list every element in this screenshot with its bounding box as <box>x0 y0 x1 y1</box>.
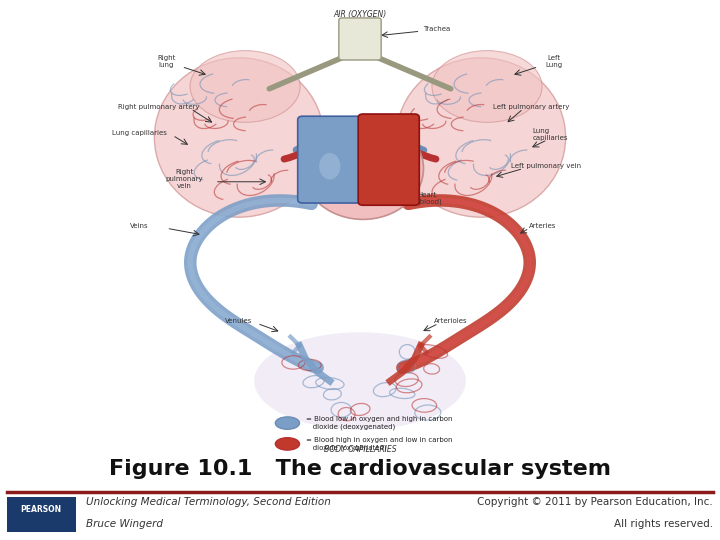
Text: BODY CAPILLARIES: BODY CAPILLARIES <box>324 445 396 454</box>
Text: All rights reserved.: All rights reserved. <box>613 519 713 529</box>
Text: Lung
capillaries: Lung capillaries <box>532 127 568 141</box>
Text: Left pulmonary vein: Left pulmonary vein <box>511 164 581 170</box>
Text: Lung capillaries: Lung capillaries <box>112 130 167 136</box>
Ellipse shape <box>154 58 324 217</box>
Text: = Blood high in oxygen and low in carbon
   dioxide (oxygenated): = Blood high in oxygen and low in carbon… <box>305 437 452 451</box>
FancyBboxPatch shape <box>339 18 381 60</box>
Ellipse shape <box>396 58 566 217</box>
Ellipse shape <box>302 118 423 219</box>
Text: Right pulmonary artery: Right pulmonary artery <box>118 104 199 110</box>
Text: Arterioles: Arterioles <box>434 319 467 325</box>
Text: Left pulmonary artery: Left pulmonary artery <box>493 104 570 110</box>
Text: Veins: Veins <box>130 223 149 230</box>
Ellipse shape <box>275 417 300 429</box>
Text: Figure 10.1   The cardiovascular system: Figure 10.1 The cardiovascular system <box>109 460 611 480</box>
FancyBboxPatch shape <box>297 116 362 203</box>
Text: Unlocking Medical Terminology, Second Edition: Unlocking Medical Terminology, Second Ed… <box>86 497 331 507</box>
Text: AIR (OXYGEN): AIR (OXYGEN) <box>333 10 387 19</box>
Text: Venules: Venules <box>225 319 253 325</box>
Text: Right
pulmonary
vein: Right pulmonary vein <box>166 170 204 190</box>
Text: Right
lung: Right lung <box>157 55 176 68</box>
Text: Heart
(blood): Heart (blood) <box>418 192 442 205</box>
Ellipse shape <box>275 438 300 450</box>
FancyBboxPatch shape <box>358 114 419 205</box>
Text: Trachea: Trachea <box>423 26 451 32</box>
Ellipse shape <box>432 51 542 123</box>
Text: PEARSON: PEARSON <box>20 505 62 514</box>
Text: Copyright © 2011 by Pearson Education, Inc.: Copyright © 2011 by Pearson Education, I… <box>477 497 713 507</box>
Ellipse shape <box>319 153 341 179</box>
Ellipse shape <box>254 332 466 430</box>
Ellipse shape <box>190 51 300 123</box>
Text: Bruce Wingerd: Bruce Wingerd <box>86 519 163 529</box>
FancyBboxPatch shape <box>7 497 76 532</box>
Text: = Blood low in oxygen and high in carbon
   dioxide (deoxygenated): = Blood low in oxygen and high in carbon… <box>305 416 452 430</box>
Text: Arteries: Arteries <box>529 223 557 230</box>
Text: Left
Lung: Left Lung <box>545 55 562 68</box>
